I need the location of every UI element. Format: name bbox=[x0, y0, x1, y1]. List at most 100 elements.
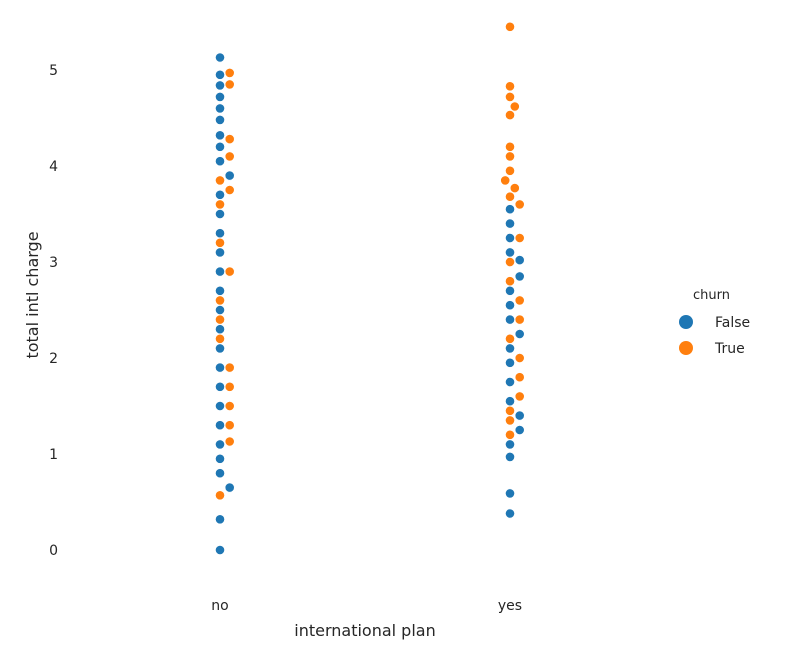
data-point-yes-churn-true bbox=[514, 199, 525, 210]
data-point-yes-churn-true bbox=[514, 233, 525, 243]
data-point-no-churn-true bbox=[224, 134, 235, 144]
data-point-yes-churn-true bbox=[505, 92, 515, 102]
data-point-yes-churn-false bbox=[505, 508, 515, 519]
data-point-no-churn-true bbox=[224, 401, 235, 411]
data-point-no-churn-false bbox=[215, 130, 225, 141]
data-point-yes-churn-true bbox=[505, 257, 515, 267]
data-point-yes-churn-true bbox=[514, 353, 525, 363]
data-point-no-churn-false bbox=[215, 247, 225, 258]
data-point-yes-churn-false bbox=[505, 247, 515, 258]
legend-label-false: False bbox=[715, 315, 750, 331]
data-point-no-churn-true bbox=[215, 490, 225, 501]
legend: churn False True bbox=[679, 288, 750, 357]
data-point-yes-churn-true bbox=[505, 405, 515, 416]
data-point-yes-churn-true bbox=[514, 372, 525, 383]
data-point-yes-churn-true bbox=[505, 81, 515, 92]
data-point-no-churn-true bbox=[224, 151, 235, 162]
points-layer bbox=[215, 21, 525, 555]
data-point-no-churn-false bbox=[215, 209, 225, 219]
data-point-yes-churn-false bbox=[505, 204, 515, 215]
data-point-no-churn-false bbox=[215, 52, 225, 63]
data-point-yes-churn-false bbox=[505, 300, 515, 311]
data-point-no-churn-false bbox=[215, 343, 225, 354]
data-point-yes-churn-false bbox=[505, 488, 515, 499]
y-tick-label: 3 bbox=[49, 255, 58, 271]
y-tick-label: 4 bbox=[49, 159, 58, 175]
data-point-no-churn-false bbox=[224, 170, 235, 181]
data-point-no-churn-false bbox=[215, 381, 225, 392]
data-point-no-churn-true bbox=[215, 175, 225, 186]
data-point-no-churn-false bbox=[215, 103, 225, 114]
data-point-yes-churn-false bbox=[505, 218, 515, 229]
data-point-yes-churn-false bbox=[514, 425, 525, 435]
data-point-no-churn-false bbox=[215, 468, 225, 479]
data-point-yes-churn-true bbox=[514, 295, 525, 306]
data-point-yes-churn-true bbox=[505, 276, 515, 287]
data-point-yes-churn-true bbox=[500, 175, 511, 186]
data-point-yes-churn-false bbox=[505, 285, 515, 296]
data-point-no-churn-false bbox=[215, 266, 225, 277]
data-point-no-churn-false bbox=[224, 482, 235, 493]
data-point-no-churn-false bbox=[215, 545, 225, 555]
data-point-no-churn-false bbox=[215, 362, 225, 373]
data-point-yes-churn-true bbox=[505, 333, 515, 344]
data-point-no-churn-false bbox=[215, 453, 225, 464]
data-point-no-churn-false bbox=[215, 401, 225, 411]
data-point-no-churn-false bbox=[215, 92, 225, 102]
y-tick-label: 0 bbox=[49, 543, 58, 559]
data-point-no-churn-false bbox=[215, 514, 225, 525]
data-point-yes-churn-false bbox=[505, 343, 515, 354]
data-point-no-churn-true bbox=[215, 237, 225, 248]
x-axis-label: international plan bbox=[294, 621, 435, 640]
x-axis-ticks: no yes bbox=[211, 598, 522, 614]
data-point-no-churn-false bbox=[215, 305, 225, 315]
data-point-yes-churn-true bbox=[514, 314, 525, 325]
data-point-no-churn-true bbox=[224, 381, 235, 392]
data-point-no-churn-false bbox=[215, 69, 225, 80]
data-point-no-churn-false bbox=[215, 420, 225, 431]
data-point-yes-churn-true bbox=[505, 165, 515, 176]
data-point-yes-churn-false bbox=[514, 329, 525, 339]
data-point-no-churn-true bbox=[215, 314, 225, 325]
data-point-yes-churn-false bbox=[514, 255, 525, 265]
data-point-yes-churn-true bbox=[505, 110, 515, 120]
data-point-no-churn-false bbox=[215, 189, 225, 200]
data-point-yes-churn-true bbox=[505, 151, 515, 162]
data-point-yes-churn-false bbox=[505, 357, 515, 368]
data-point-yes-churn-true bbox=[505, 191, 515, 202]
data-point-yes-churn-false bbox=[505, 396, 515, 407]
data-point-no-churn-false bbox=[215, 115, 225, 125]
data-point-yes-churn-true bbox=[509, 183, 520, 193]
x-tick-label-yes: yes bbox=[498, 598, 522, 614]
data-point-no-churn-false bbox=[215, 439, 225, 450]
legend-label-true: True bbox=[714, 341, 745, 357]
y-tick-label: 5 bbox=[49, 63, 58, 79]
y-axis-label: total intl charge bbox=[23, 231, 42, 358]
y-tick-label: 2 bbox=[49, 351, 58, 367]
data-point-yes-churn-true bbox=[505, 21, 515, 32]
data-point-no-churn-false bbox=[215, 156, 225, 167]
data-point-no-churn-false bbox=[215, 80, 225, 91]
data-point-yes-churn-true bbox=[514, 391, 525, 402]
data-point-yes-churn-true bbox=[509, 101, 520, 112]
data-point-yes-churn-true bbox=[505, 141, 515, 152]
y-axis-ticks: 0 1 2 3 4 5 bbox=[49, 63, 58, 559]
data-point-no-churn-false bbox=[215, 324, 225, 335]
data-point-yes-churn-false bbox=[514, 271, 525, 282]
data-point-no-churn-true bbox=[224, 185, 235, 195]
data-point-no-churn-false bbox=[215, 228, 225, 239]
x-tick-label-no: no bbox=[211, 598, 228, 614]
legend-marker-false bbox=[679, 315, 693, 329]
data-point-no-churn-true bbox=[215, 333, 225, 344]
data-point-no-churn-false bbox=[215, 141, 225, 152]
data-point-no-churn-true bbox=[215, 295, 225, 306]
data-point-no-churn-true bbox=[224, 79, 235, 90]
data-point-no-churn-true bbox=[224, 362, 235, 373]
data-point-yes-churn-true bbox=[505, 415, 515, 426]
legend-title: churn bbox=[693, 288, 730, 303]
data-point-yes-churn-false bbox=[505, 233, 515, 243]
data-point-yes-churn-false bbox=[505, 314, 515, 325]
data-point-no-churn-true bbox=[224, 266, 235, 277]
data-point-yes-churn-true bbox=[505, 429, 515, 440]
